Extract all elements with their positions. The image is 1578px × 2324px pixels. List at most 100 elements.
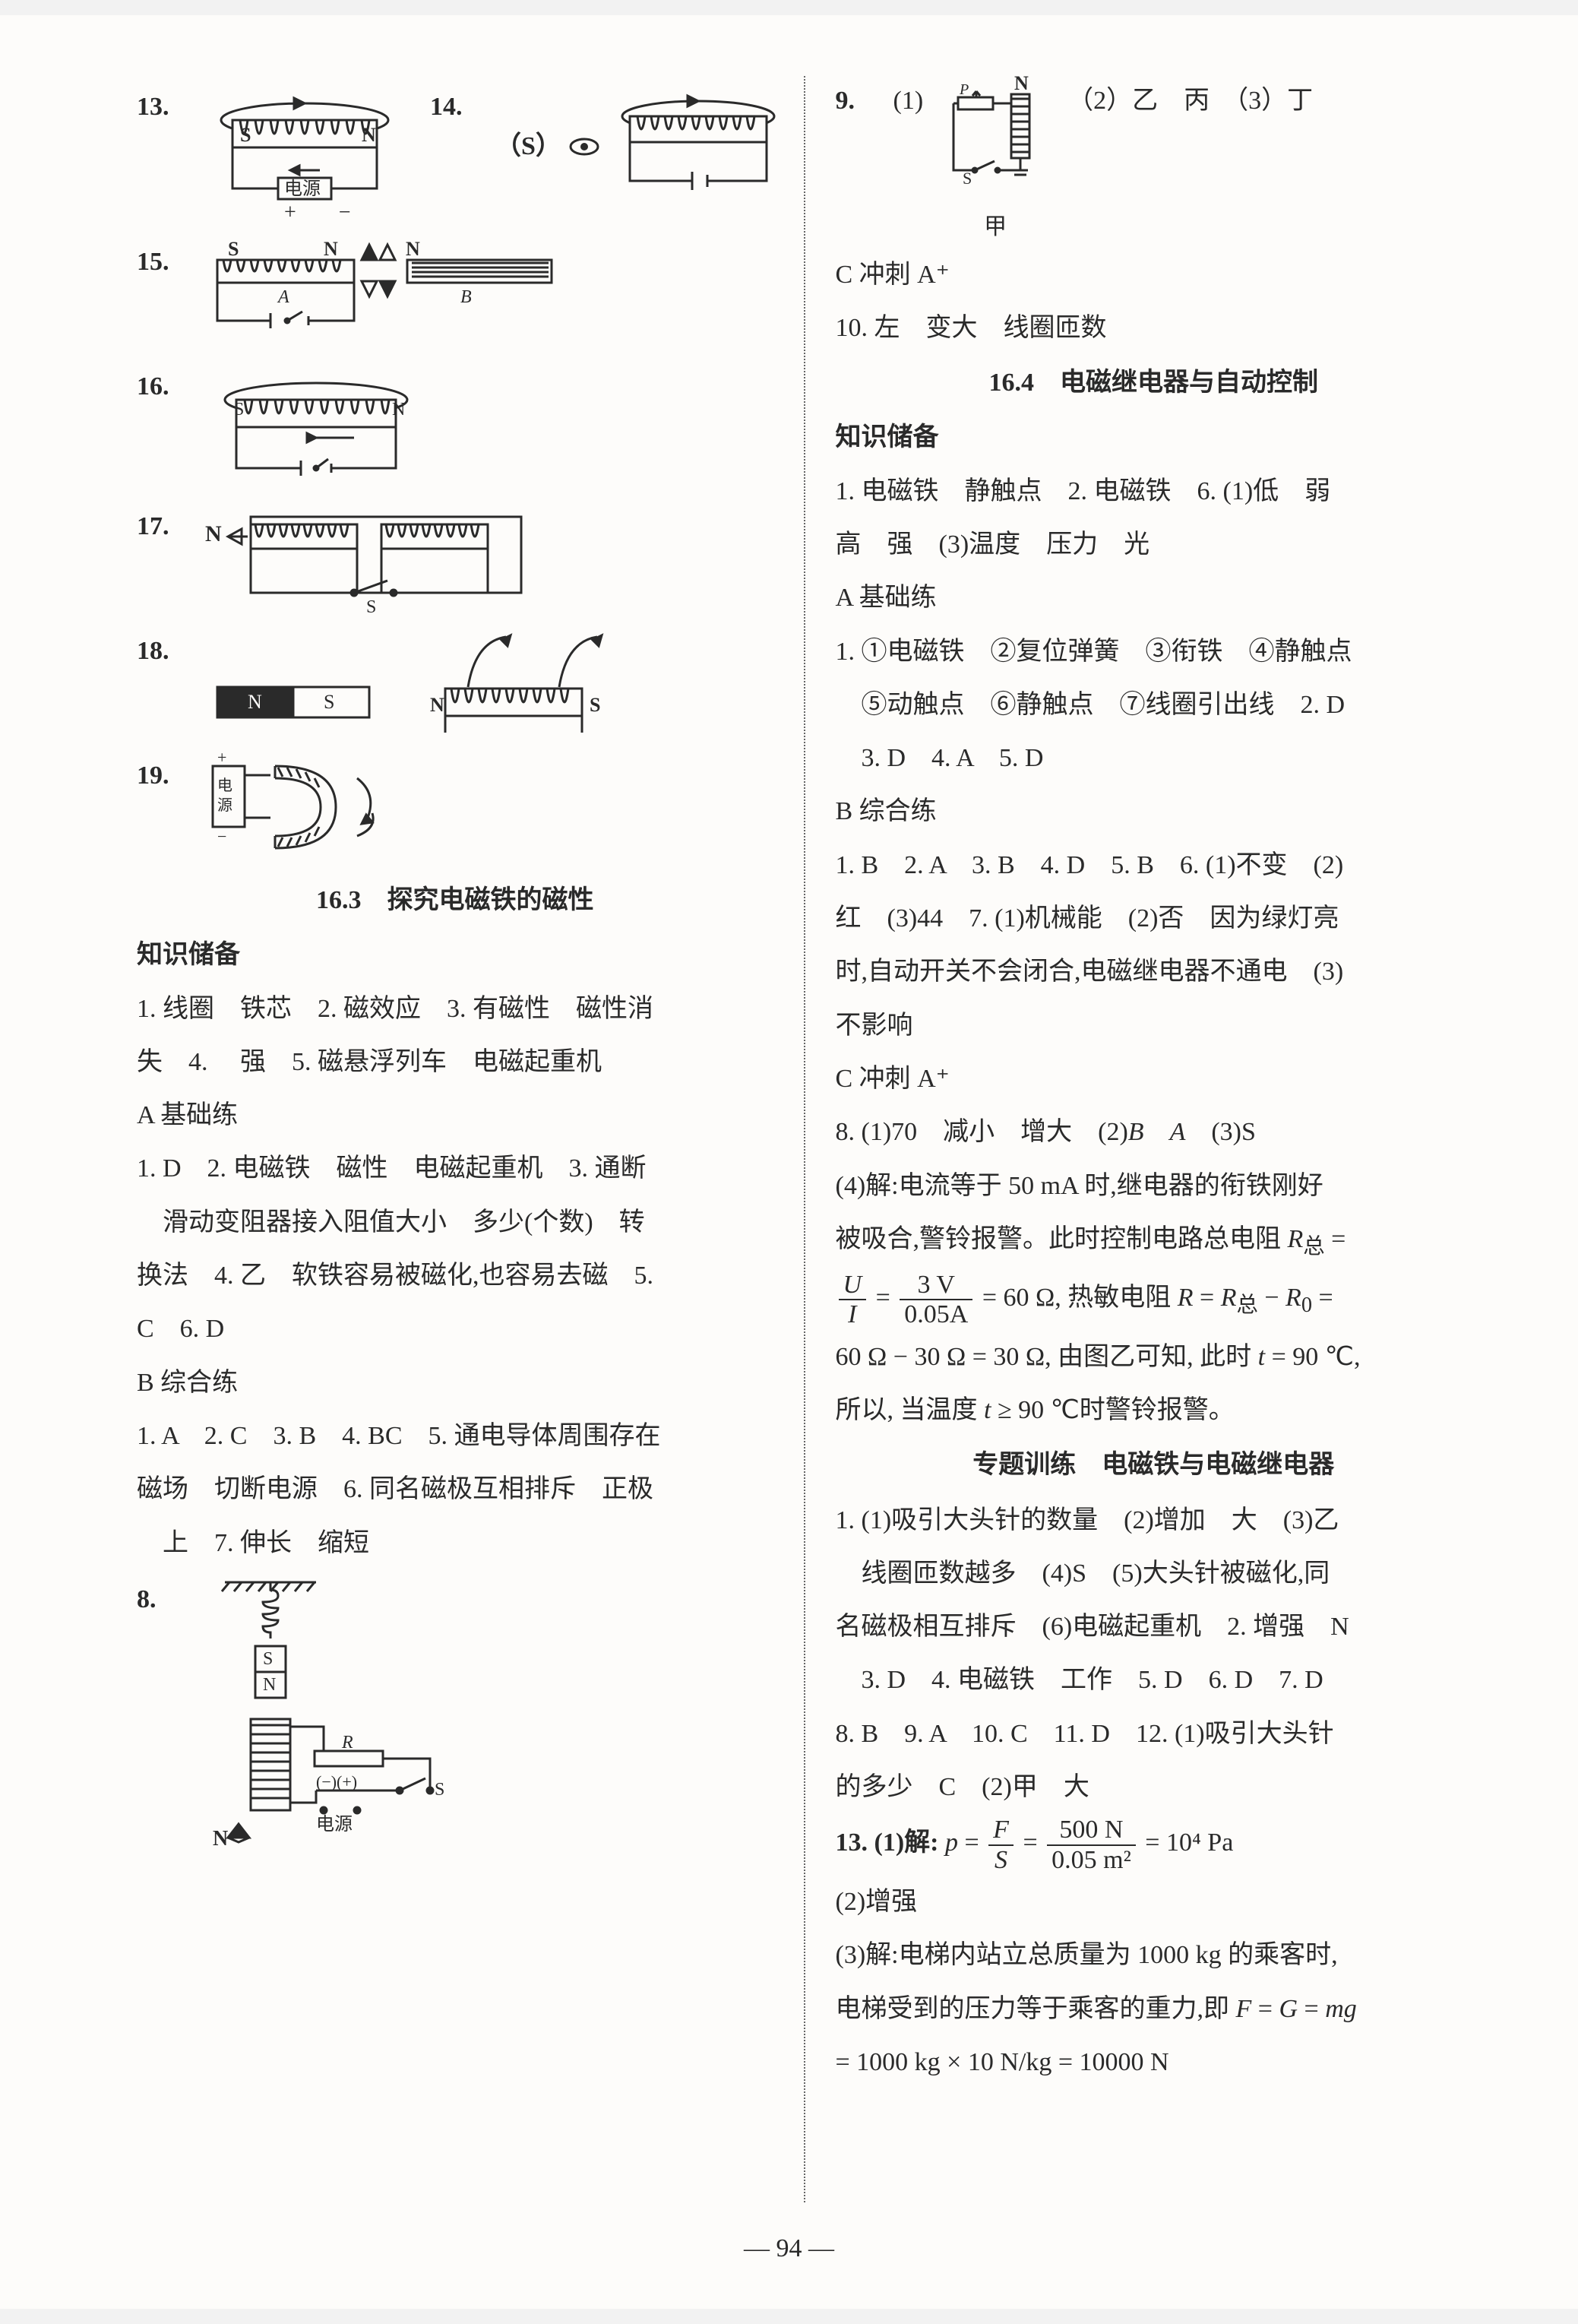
svg-text:N: N [430, 694, 444, 716]
rc8-60-30: 60 Ω − 30 Ω = 30 Ω, 由图乙可知, 此时 t = 90 ℃, [836, 1332, 1472, 1382]
svg-text:S: S [963, 169, 972, 188]
svg-text:N: N [1014, 76, 1029, 94]
Rtot-sub: 总 [1303, 1235, 1324, 1259]
figure-13: S N 电源 + − [202, 82, 407, 226]
svg-text:电源: 电源 [316, 1814, 353, 1835]
figure-16: S N [202, 362, 430, 491]
row-9: 9. (1) N P [836, 76, 1472, 250]
frac-U-I: U I [839, 1271, 867, 1329]
p-eq: p [945, 1829, 958, 1857]
frac-U: U [839, 1271, 867, 1300]
power-label: 电源 [284, 179, 321, 199]
b-comp-head: B 综合练 [137, 1358, 773, 1408]
conc: 所以, 当温度 [836, 1396, 985, 1424]
ra-line-3: 3. D 4. A 5. D [836, 733, 1472, 784]
page-number: — 94 — [0, 2224, 1578, 2274]
figure-9: N P S [938, 76, 1052, 250]
svg-text:B: B [460, 287, 472, 307]
svg-text:A: A [277, 287, 289, 307]
Rtot: R [1288, 1225, 1304, 1253]
b-line-3: 上 7. 伸长 缩短 [137, 1518, 773, 1569]
a-line-2: 滑动变阻器接入阻值大小 多少(个数) 转 [137, 1198, 773, 1248]
label-b8: 8. [137, 1575, 179, 1625]
svg-text:N: N [362, 124, 376, 146]
figure-14-wrap: （S） [495, 82, 789, 211]
svg-text:S: S [240, 124, 251, 146]
Rtot2: R [1221, 1284, 1237, 1312]
eq-eq: = [1325, 1225, 1346, 1253]
ra-line-2: ⑤动触点 ⑥静触点 ⑦线圈引出线 2. D [836, 680, 1472, 730]
rc8-4b: 被吸合,警铃报警。此时控制电路总电阻 [836, 1225, 1288, 1253]
svg-text:N: N [263, 1675, 276, 1695]
solenoid-16-icon: S N [202, 362, 430, 491]
eq-p2: = [1023, 1829, 1044, 1857]
solenoid-13-icon: S N 电源 + − [202, 82, 407, 226]
t-eq: t [1258, 1343, 1265, 1371]
t-line-f: 的多少 C (2)甲 大 [836, 1762, 1472, 1813]
figure-17: N S [202, 502, 536, 616]
label-18: 18. [137, 626, 179, 676]
svg-text:N: N [205, 521, 222, 546]
svg-text:S: S [435, 1780, 444, 1800]
rc8-eq-line: U I = 3 V 0.05A = 60 Ω, 热敏电阻 R = R总 − R0… [836, 1271, 1472, 1329]
label-9-rest: （2）乙 丙 （3）丁 [1067, 76, 1313, 126]
fig9-caption: 甲 [938, 205, 1052, 250]
eq-G: = [1251, 1995, 1279, 2023]
frac-500: 500 N 0.05 m² [1047, 1816, 1136, 1874]
row-16: 16. S N [137, 362, 773, 491]
svg-text:S: S [590, 694, 600, 716]
c10-line: 10. 左 变大 线圈匝数 [836, 303, 1472, 353]
svg-text:R: R [341, 1733, 353, 1752]
left-column: 13. S N [137, 76, 773, 2202]
label-14: 14. [430, 82, 473, 132]
section-16-4-title: 16.4 电磁继电器与自动控制 [836, 358, 1472, 408]
svg-text:S: S [263, 1649, 273, 1669]
rc8d: (3)S [1185, 1118, 1256, 1146]
label-17: 17. [137, 502, 179, 552]
svg-text:N: N [248, 691, 262, 713]
label-13: 13. [137, 82, 179, 132]
circuit-9-icon: N P S [938, 76, 1052, 205]
label-19: 19. [137, 751, 179, 801]
l6030: 60 Ω − 30 Ω = 30 Ω, 由图乙可知, 此时 [836, 1343, 1258, 1371]
two-solenoids-17-icon: N S [202, 502, 536, 616]
frac-F: F [988, 1816, 1014, 1845]
t-line-a: 1. (1)吸引大头针的数量 (2)增加 大 (3)乙 [836, 1496, 1472, 1546]
right-column: 9. (1) N P [836, 76, 1472, 2202]
R0: R [1285, 1284, 1301, 1312]
label-9: 9. [836, 76, 878, 126]
svg-text:N: N [324, 238, 338, 260]
solenoid-14-icon [607, 82, 789, 211]
eq-90: = 90 ℃, [1265, 1343, 1360, 1371]
svg-text:+ −: + − [284, 201, 351, 224]
c-sprint-head: C 冲刺 A⁺ [836, 250, 1472, 300]
section-16-3-title: 16.3 探究电磁铁的磁性 [137, 875, 773, 926]
row-18: 18. N S N S [137, 626, 773, 740]
suspended-magnet-circuit-icon: S N R S [202, 1575, 460, 1848]
topic-training-title: 专题训练 电磁铁与电磁继电器 [836, 1440, 1472, 1490]
Rtot2-sub: 总 [1237, 1293, 1258, 1317]
label-16: 16. [137, 362, 179, 412]
svg-text:S: S [228, 238, 239, 260]
svg-text:N: N [213, 1827, 228, 1848]
num-500: 500 N [1047, 1816, 1136, 1845]
t-line-b: 线圈匝数越多 (4)S (5)大头针被磁化,同 [836, 1549, 1472, 1599]
svg-text:N: N [392, 400, 405, 420]
a-line-3: 换法 4. 乙 软铁容易被磁化,也容易去磁 5. [137, 1251, 773, 1301]
rzs-line-1: 1. 电磁铁 静触点 2. 电磁铁 6. (1)低 弱 [836, 467, 1472, 517]
b-line-2: 磁场 切断电源 6. 同名磁极互相排斥 正极 [137, 1464, 773, 1515]
eq-10-4: = 10⁴ Pa [1145, 1829, 1233, 1857]
rc8c: A [1144, 1118, 1186, 1146]
den-005: 0.05 m² [1047, 1846, 1136, 1874]
rc-head2: C 冲刺 A⁺ [836, 1054, 1472, 1104]
figure-18: N S N S [202, 626, 628, 740]
zs-line-2: 失 4. 强 5. 磁悬浮列车 电磁起重机 [137, 1037, 773, 1088]
F-eq: F [1236, 1995, 1252, 2023]
ge90: ≥ 90 ℃时警铃报警。 [991, 1396, 1234, 1424]
b-line-1: 1. A 2. C 3. B 4. BC 5. 通电导体周围存在 [137, 1411, 773, 1461]
rb-head: B 综合练 [836, 787, 1472, 837]
rzs-line-2: 高 强 (3)温度 压力 光 [836, 520, 1472, 570]
a-line-1: 1. D 2. 电磁铁 磁性 电磁起重机 3. 通断 [137, 1144, 773, 1194]
R-eq: R [1178, 1284, 1194, 1312]
frac-F-S: F S [988, 1816, 1014, 1874]
